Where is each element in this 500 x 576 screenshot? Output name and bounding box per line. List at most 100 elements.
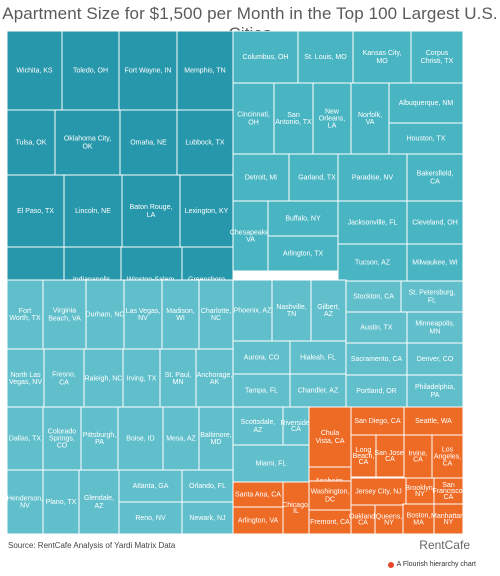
cell-phoenix-az[interactable]: Phoenix, AZ — [232, 279, 273, 342]
cell-virginia-beach-va[interactable]: Virginia Beach, VA — [42, 279, 87, 350]
cell-aurora-co[interactable]: Aurora, CO — [232, 340, 291, 375]
cell-arlington-tx[interactable]: Arlington, TX — [267, 235, 339, 272]
cell-label: Fresno, CA — [52, 371, 76, 386]
cell-miami-fl[interactable]: Miami, FL — [232, 444, 310, 483]
cell-fort-worth-tx[interactable]: Fort Worth, TX — [7, 279, 44, 350]
cell-albuquerque-nm[interactable]: Albuquerque, NM — [388, 82, 463, 124]
cell-riverside-ca[interactable]: Riverside, CA — [280, 406, 312, 446]
cell-label: Plano, TX — [46, 499, 77, 506]
cell-buffalo-ny[interactable]: Buffalo, NY — [267, 200, 339, 237]
cell-scottsdale-az[interactable]: Scottsdale, AZ — [232, 406, 284, 446]
cell-boston-ma[interactable]: Boston, MA — [402, 503, 435, 535]
cell-st-louis-mo[interactable]: St. Louis, MO — [297, 31, 354, 84]
cell-durham-nc[interactable]: Durham, NC — [85, 279, 125, 350]
cell-tampa-fl[interactable]: Tampa, FL — [232, 373, 291, 408]
cell-san-francisco-ca[interactable]: San Francisco, CA — [432, 477, 463, 505]
cell-detroit-mi[interactable]: Detroit, MI — [232, 153, 290, 202]
cell-oakland-ca[interactable]: Oakland, CA — [349, 504, 377, 535]
cell-philadelphia-pa[interactable]: Philadelphia, PA — [406, 374, 463, 408]
cell-portland-or[interactable]: Portland, OR — [345, 374, 408, 408]
cell-columbus-oh[interactable]: Columbus, OH — [232, 31, 299, 84]
cell-jacksonville-fl[interactable]: Jacksonville, FL — [337, 200, 408, 245]
cell-atlanta-ga[interactable]: Atlanta, GA — [118, 469, 183, 503]
cell-el-paso-tx[interactable]: El Paso, TX — [7, 174, 65, 248]
cell-irvine-ca[interactable]: Irvine, CA — [403, 434, 433, 479]
cell-omaha-ne[interactable]: Omaha, NE — [119, 109, 178, 176]
cell-chandler-az[interactable]: Chandler, AZ — [289, 373, 347, 408]
cell-santa-ana-ca[interactable]: Santa Ana, CA — [232, 481, 284, 508]
cell-san-antonio-tx[interactable]: San Antonio, TX — [273, 82, 314, 155]
cell-tucson-az[interactable]: Tucson, AZ — [337, 243, 408, 282]
cell-tulsa-ok[interactable]: Tulsa, OK — [7, 109, 56, 176]
cell-los-angeles-ca[interactable]: Los Angeles, CA — [431, 434, 463, 479]
cell-austin-tx[interactable]: Austin, TX — [345, 311, 408, 344]
cell-madison-wi[interactable]: Madison, WI — [161, 279, 200, 350]
cell-queens-ny[interactable]: Queens, NY — [374, 504, 404, 535]
cell-stockton-ca[interactable]: Stockton, CA — [345, 280, 402, 313]
cell-bakersfield-ca[interactable]: Bakersfield, CA — [406, 153, 463, 202]
cell-cleveland-oh[interactable]: Cleveland, OH — [406, 200, 463, 245]
cell-milwaukee-wi[interactable]: Milwaukee, WI — [406, 243, 463, 282]
cell-anchorage-ak[interactable]: Anchorage, AK — [195, 348, 234, 409]
cell-rect — [345, 280, 402, 313]
flourish-link[interactable]: A Flourish hierarchy chart — [387, 561, 476, 568]
cell-baltimore-md[interactable]: Baltimore, MD — [198, 406, 234, 471]
cell-chesapeake-va[interactable]: Chesapeake, VA — [230, 200, 271, 272]
cell-seattle-wa[interactable]: Seattle, WA — [403, 406, 463, 436]
cell-label: Tampa, FL — [245, 387, 278, 394]
cell-orlando-fl[interactable]: Orlando, FL — [181, 469, 234, 503]
cell-garland-tx[interactable]: Garland, TX — [288, 153, 346, 202]
cell-corpus-christi-tx[interactable]: Corpus Christi, TX — [410, 31, 463, 84]
cell-san-diego-ca[interactable]: San Diego, CA — [350, 406, 405, 436]
cell-las-vegas-nv[interactable]: Las Vegas, NV — [123, 279, 163, 350]
cell-jersey-city-nj[interactable]: Jersey City, NJ — [350, 477, 407, 506]
cell-houston-tx[interactable]: Houston, TX — [388, 122, 463, 155]
cell-new-orleans-la[interactable]: New Orleans, LA — [312, 82, 352, 155]
cell-pittsburgh-pa[interactable]: Pittsburgh, PA — [80, 406, 119, 471]
cell-st-petersburg-fl[interactable]: St. Petersburg, FL — [400, 280, 463, 313]
cell-hialeah-fl[interactable]: Hialeah, FL — [289, 340, 347, 375]
cell-glendale-az[interactable]: Glendale, AZ — [78, 469, 120, 535]
cell-san-jose-ca[interactable]: San Jose, CA — [374, 434, 406, 478]
cell-fresno-ca[interactable]: Fresno, CA — [43, 348, 85, 409]
cell-boise-id[interactable]: Boise, ID — [117, 406, 164, 471]
cell-nashville-tn[interactable]: Nashville, TN — [271, 279, 312, 342]
cell-st-paul-mn[interactable]: St. Paul, MN — [159, 348, 197, 409]
cell-brooklyn-ny[interactable]: Brooklyn, NY — [405, 477, 435, 505]
cell-wichita-ks[interactable]: Wichita, KS — [7, 31, 63, 111]
cell-paradise-nv[interactable]: Paradise, NV — [337, 153, 408, 202]
cell-dallas-tx[interactable]: Dallas, TX — [7, 406, 44, 471]
cell-sacramento-ca[interactable]: Sacramento, CA — [345, 342, 408, 376]
cell-newark-nj[interactable]: Newark, NJ — [181, 501, 234, 535]
cell-denver-co[interactable]: Denver, CO — [406, 342, 463, 376]
cell-baton-rouge-la[interactable]: Baton Rouge, LA — [121, 174, 181, 248]
cell-gilbert-az[interactable]: Gilbert, AZ — [310, 279, 347, 342]
cell-oklahoma-city-ok[interactable]: Oklahoma City, OK — [54, 109, 121, 176]
cell-arlington-va[interactable]: Arlington, VA — [232, 506, 284, 535]
cell-raleigh-nc[interactable]: Raleigh, NC — [83, 348, 124, 409]
cell-fort-wayne-in[interactable]: Fort Wayne, IN — [118, 31, 178, 111]
cell-charlotte-nc[interactable]: Charlotte, NC — [198, 279, 234, 350]
cell-henderson-nv[interactable]: Henderson, NV — [7, 469, 44, 535]
cell-cincinnati-oh[interactable]: Cincinnati, OH — [232, 82, 275, 155]
cell-irving-tx[interactable]: Irving, TX — [122, 348, 161, 409]
cell-plano-tx[interactable]: Plano, TX — [42, 469, 80, 535]
cell-lincoln-ne[interactable]: Lincoln, NE — [63, 174, 123, 248]
cell-kansas-city-mo[interactable]: Kansas City, MO — [352, 31, 412, 84]
cell-mesa-az[interactable]: Mesa, AZ — [162, 406, 200, 471]
cell-north-las-vegas-nv[interactable]: North Las Vegas, NV — [7, 348, 45, 409]
cell-chicago-il[interactable]: Chicago, IL — [282, 481, 310, 535]
cell-manhattan-ny[interactable]: Manhattan, NY — [431, 503, 463, 535]
cell-reno-nv[interactable]: Reno, NV — [118, 501, 183, 535]
cell-chula-vista-ca[interactable]: Chula Vista, CA — [308, 406, 352, 468]
cell-washington-dc[interactable]: Washington, DC — [308, 480, 352, 511]
cell-toledo-oh[interactable]: Toledo, OH — [61, 31, 120, 111]
cell-lubbock-tx[interactable]: Lubbock, TX — [176, 109, 234, 176]
cell-fremont-ca[interactable]: Fremont, CA — [308, 509, 352, 535]
cell-long-beach-ca[interactable]: Long Beach, CA — [350, 434, 377, 478]
cell-memphis-tn[interactable]: Memphis, TN — [176, 31, 234, 111]
cell-norfolk-va[interactable]: Norfolk, VA — [350, 82, 390, 155]
cell-colorado-springs-co[interactable]: Colorado Springs, CO — [42, 406, 82, 471]
cell-minneapolis-mn[interactable]: Minneapolis, MN — [406, 311, 463, 344]
cell-lexington-ky[interactable]: Lexington, KY — [179, 174, 234, 248]
